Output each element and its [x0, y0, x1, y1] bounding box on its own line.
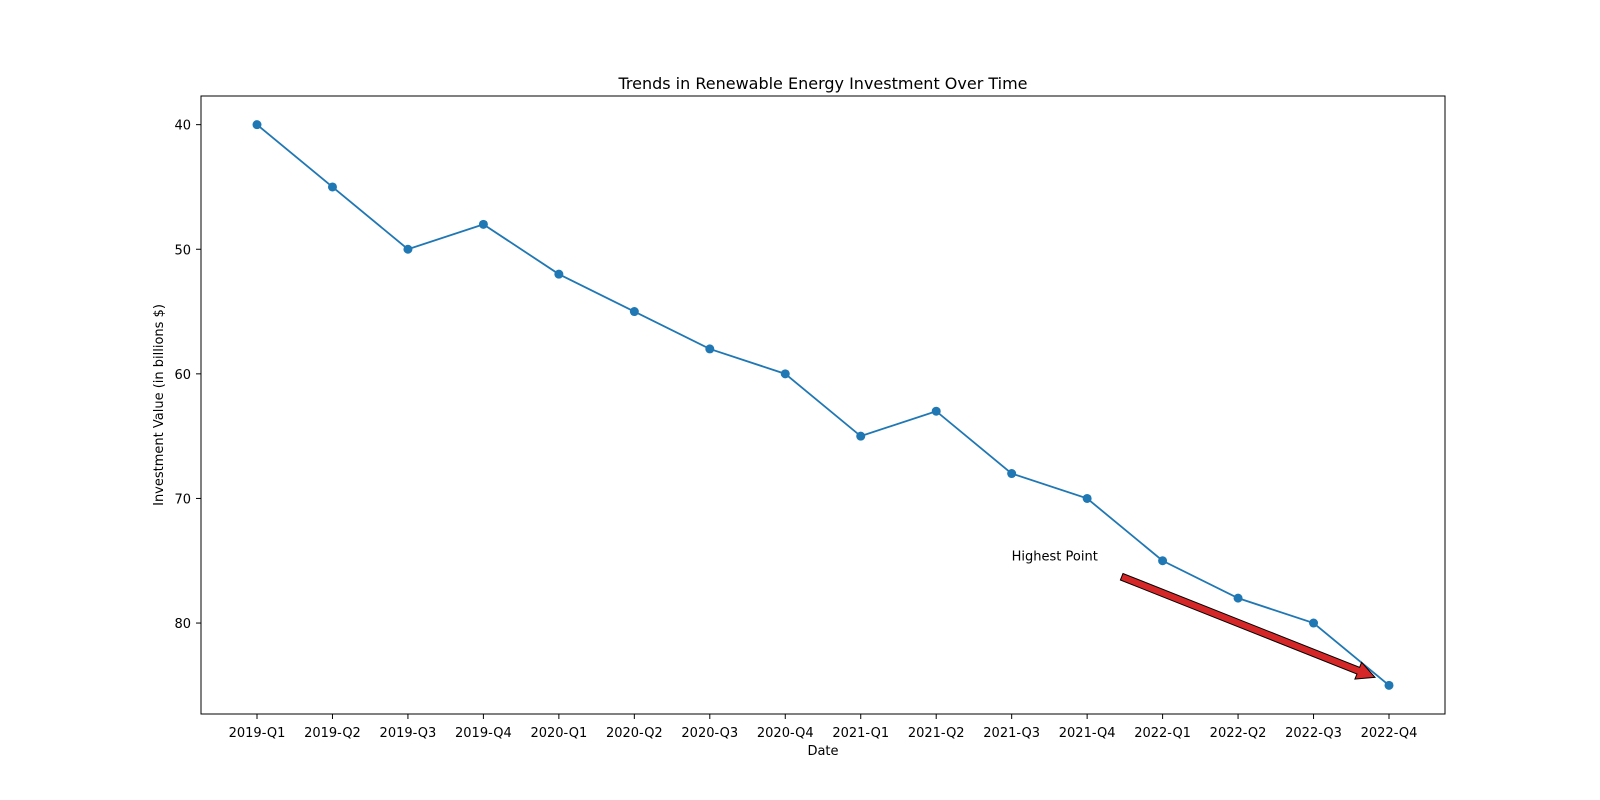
y-tick-label: 70 [174, 492, 191, 507]
x-tick-label: 2020-Q4 [757, 726, 814, 741]
data-point [1007, 469, 1017, 479]
data-point [1158, 556, 1168, 566]
plot-area: 2019-Q1 2019-Q2 2019-Q3 2019-Q4 2020-Q1 2020-… [174, 119, 1417, 741]
annotation-arrow [1119, 572, 1377, 680]
data-point [1082, 493, 1092, 503]
data-point [705, 344, 715, 354]
x-tick-label: 2022-Q3 [1285, 726, 1342, 741]
x-tick-label: 2021-Q2 [908, 726, 965, 741]
x-tick-label: 2022-Q1 [1134, 726, 1191, 741]
x-tick-label: 2021-Q3 [983, 726, 1040, 741]
x-tick-label: 2022-Q4 [1361, 726, 1418, 741]
chart-title: Trends in Renewable Energy Investment Ov… [617, 74, 1027, 93]
data-point [780, 369, 790, 379]
data-point [327, 182, 337, 192]
data-point [252, 120, 262, 130]
y-tick-label: 40 [174, 119, 191, 134]
annotation-label: Highest Point [1012, 550, 1098, 565]
data-point [931, 406, 941, 416]
data-point [403, 244, 413, 254]
data-point [1309, 618, 1319, 628]
y-axis-title: Investment Value (in billions $) [152, 304, 167, 506]
y-tick-label: 50 [174, 243, 191, 258]
x-tick-label: 2019-Q2 [304, 726, 361, 741]
x-tick-label: 2019-Q4 [455, 726, 512, 741]
data-point [629, 307, 639, 317]
x-tick-label: 2020-Q1 [530, 726, 587, 741]
plot-frame [200, 95, 1446, 715]
x-tick-label: 2020-Q2 [606, 726, 663, 741]
x-tick-label: 2022-Q2 [1210, 726, 1267, 741]
data-point [856, 431, 866, 441]
x-tick-label: 2021-Q1 [832, 726, 889, 741]
y-tick-label: 60 [174, 368, 191, 383]
x-tick-label: 2021-Q4 [1059, 726, 1116, 741]
data-point [554, 269, 564, 279]
data-point [1384, 680, 1394, 690]
y-tick-label: 80 [174, 617, 191, 632]
x-tick-label: 2019-Q1 [229, 726, 286, 741]
x-axis-title: Date [807, 744, 838, 759]
x-tick-label: 2020-Q3 [681, 726, 738, 741]
series-line [256, 123, 1390, 687]
data-point [1233, 593, 1243, 603]
x-tick-label: 2019-Q3 [380, 726, 437, 741]
data-point [478, 219, 488, 229]
